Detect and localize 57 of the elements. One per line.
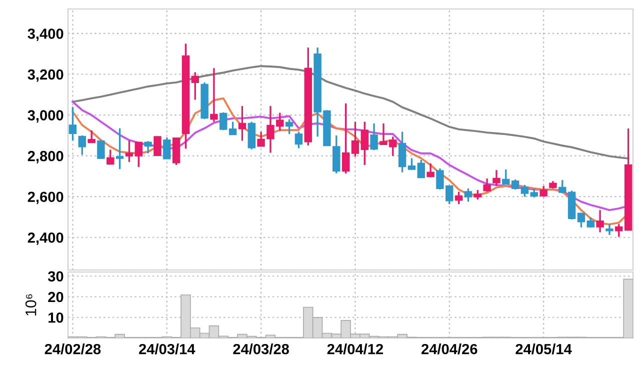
candlestick xyxy=(285,118,294,135)
y-tick-label: 30 xyxy=(48,271,64,282)
y-tick-label: 2,600 xyxy=(28,192,64,204)
candlestick xyxy=(615,223,623,238)
candlestick xyxy=(116,127,124,170)
y-tick-label: 3,000 xyxy=(28,110,64,123)
candlestick xyxy=(492,169,500,187)
candlestick xyxy=(454,190,463,205)
candlestick xyxy=(238,105,246,142)
candlestick xyxy=(417,159,425,178)
candlestick xyxy=(294,130,303,150)
candlestick xyxy=(520,184,529,198)
candlestick xyxy=(351,120,360,158)
candlestick xyxy=(511,178,520,190)
candlestick xyxy=(370,122,378,151)
candlestick xyxy=(154,135,162,157)
y-tick-label: 3,200 xyxy=(28,69,64,82)
candlestick xyxy=(464,188,472,203)
x-tick-label: 24/03/28 xyxy=(233,344,289,354)
candlestick xyxy=(483,178,491,193)
candlestick xyxy=(191,71,199,101)
candlestick xyxy=(408,157,416,171)
candlestick xyxy=(426,162,434,178)
candlestick xyxy=(398,130,406,174)
y-tick-label: 20 xyxy=(48,292,64,302)
candlestick xyxy=(474,189,482,200)
x-tick-label: 24/02/28 xyxy=(44,344,101,354)
candlestick xyxy=(360,120,368,166)
candlestick xyxy=(125,140,134,163)
y-tick-label: 10 xyxy=(48,312,64,323)
candlestick xyxy=(97,140,105,160)
candlestick xyxy=(606,223,614,236)
candlestick xyxy=(577,212,586,228)
candlestick xyxy=(502,168,510,185)
x-tick-label: 24/03/14 xyxy=(139,344,196,354)
candlestick xyxy=(596,209,604,234)
candlestick xyxy=(163,136,171,160)
candlestick xyxy=(342,102,350,174)
x-tick-label: 24/05/14 xyxy=(516,344,572,354)
y-tick-label: 2,800 xyxy=(28,150,64,164)
candlestick xyxy=(220,112,228,131)
candlestick xyxy=(134,141,142,168)
y-axis-title: 10⁶ xyxy=(25,294,36,316)
candlestick xyxy=(106,148,114,166)
candlestick xyxy=(228,120,237,136)
y-tick-label: 3,400 xyxy=(28,28,64,42)
candlestick xyxy=(68,106,77,142)
y-tick-label: 2,400 xyxy=(28,232,64,245)
candlestick xyxy=(88,129,96,144)
line-series xyxy=(72,65,630,160)
candlestick xyxy=(210,67,218,123)
candlestick xyxy=(78,134,86,156)
candlestick xyxy=(540,185,548,198)
x-tick-label: 24/04/12 xyxy=(327,344,384,354)
candlestick xyxy=(558,179,566,194)
candlestick xyxy=(144,140,152,154)
x-tick-label: 24/04/26 xyxy=(422,344,478,354)
